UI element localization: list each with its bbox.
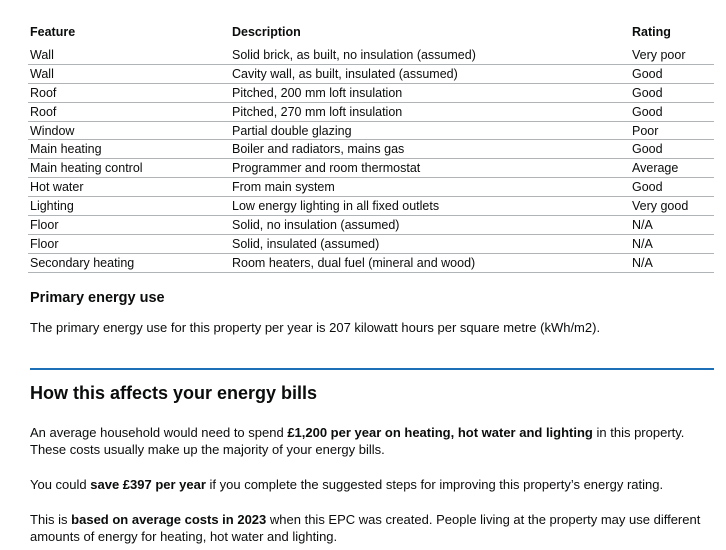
table-row: Roof Pitched, 270 mm loft insulation Good: [28, 102, 714, 122]
table-cell: Solid, insulated (assumed): [230, 234, 630, 254]
text: in this property. These costs usually ma…: [30, 425, 685, 457]
table-cell: Good: [630, 102, 714, 122]
table-row: Roof Pitched, 200 mm loft insulation Good: [28, 83, 714, 103]
table-cell: Poor: [630, 121, 714, 141]
table-cell: Secondary heating: [28, 253, 230, 273]
table-row: Hot water From main system Good: [28, 177, 714, 198]
table-row: Secondary heating Room heaters, dual fuel…: [28, 253, 714, 273]
table-cell: Wall: [28, 45, 230, 65]
table-cell: Solid, no insulation (assumed): [230, 215, 630, 235]
paragraph: The primary energy use for this property…: [30, 320, 601, 335]
table-cell: Good: [630, 64, 714, 84]
table-cell: Boiler and radiators, mains gas: [230, 139, 630, 160]
table-cell: Low energy lighting in all fixed outlets: [230, 196, 630, 217]
text: You could: [30, 477, 91, 492]
table-row: Floor Solid, insulated (assumed) N/A: [28, 234, 714, 254]
table-cell: Hot water: [28, 177, 230, 198]
text: This is: [30, 512, 72, 527]
section-heading: How this affects your energy bills: [30, 383, 318, 403]
table-cell: Very good: [630, 196, 714, 217]
table-cell: Wall: [28, 64, 230, 84]
table-cell: Solid brick, as built, no insulation (as…: [230, 45, 630, 65]
table-row: Wall Solid brick, as built, no insulation…: [28, 45, 714, 65]
table-cell: Programmer and room thermostat: [230, 158, 630, 179]
table-cell: Good: [630, 83, 714, 103]
table-cell: Partial double glazing: [230, 121, 630, 141]
table-cell: Window: [28, 121, 230, 141]
bold-text: £1,200 per year on heating, hot water an…: [287, 425, 593, 440]
table-cell: Roof: [28, 83, 230, 103]
paragraph: An average household would need to spend…: [30, 424, 710, 458]
text: when this EPC was created. People living…: [30, 512, 701, 544]
table-cell: N/A: [630, 234, 714, 254]
table-row: Main heating Boiler and radiators, mains …: [28, 139, 714, 160]
table-row: Lighting Low energy lighting in all fixed…: [28, 196, 714, 217]
table-cell: Pitched, 270 mm loft insulation: [230, 102, 630, 122]
column-header: Feature: [28, 20, 230, 46]
table-cell: Main heating: [28, 139, 230, 160]
table-cell: Very poor: [630, 45, 714, 65]
table-cell: Average: [630, 158, 714, 179]
table-cell: Main heating control: [28, 158, 230, 179]
table-cell: Floor: [28, 215, 230, 235]
text: if you complete the suggested steps for …: [205, 477, 664, 492]
table-cell: Good: [630, 177, 714, 198]
paragraph: You could save £397 per year if you comp…: [30, 476, 710, 493]
table-cell: Pitched, 200 mm loft insulation: [230, 83, 630, 103]
table-cell: Good: [630, 139, 714, 160]
table-cell: Floor: [28, 234, 230, 254]
divider: [30, 368, 714, 370]
text: An average household would need to spend: [30, 425, 288, 440]
bold-text: based on average costs in 2023: [71, 512, 267, 527]
table-row: Floor Solid, no insulation (assumed) N/A: [28, 215, 714, 235]
features-table: Feature Description Rating Wall Solid brick,…: [28, 20, 714, 273]
table-row: Wall Cavity wall, as built, insulated (as…: [28, 64, 714, 84]
table-cell: N/A: [630, 215, 714, 235]
table-row: Window Partial double glazing Poor: [28, 121, 714, 141]
column-header: Rating: [630, 20, 714, 46]
table-cell: Room heaters, dual fuel (mineral and woo…: [230, 253, 630, 273]
table-cell: Roof: [28, 102, 230, 122]
table-cell: Lighting: [28, 196, 230, 217]
table-cell: N/A: [630, 253, 714, 273]
bold-text: save £397 per year: [90, 477, 206, 492]
table-cell: Cavity wall, as built, insulated (assume…: [230, 64, 630, 84]
section-heading: Primary energy use: [30, 290, 165, 306]
column-header: Description: [230, 20, 630, 46]
table-row: Main heating control Programmer and room …: [28, 158, 714, 179]
table-cell: From main system: [230, 177, 630, 198]
paragraph: This is based on average costs in 2023 w…: [30, 511, 710, 545]
